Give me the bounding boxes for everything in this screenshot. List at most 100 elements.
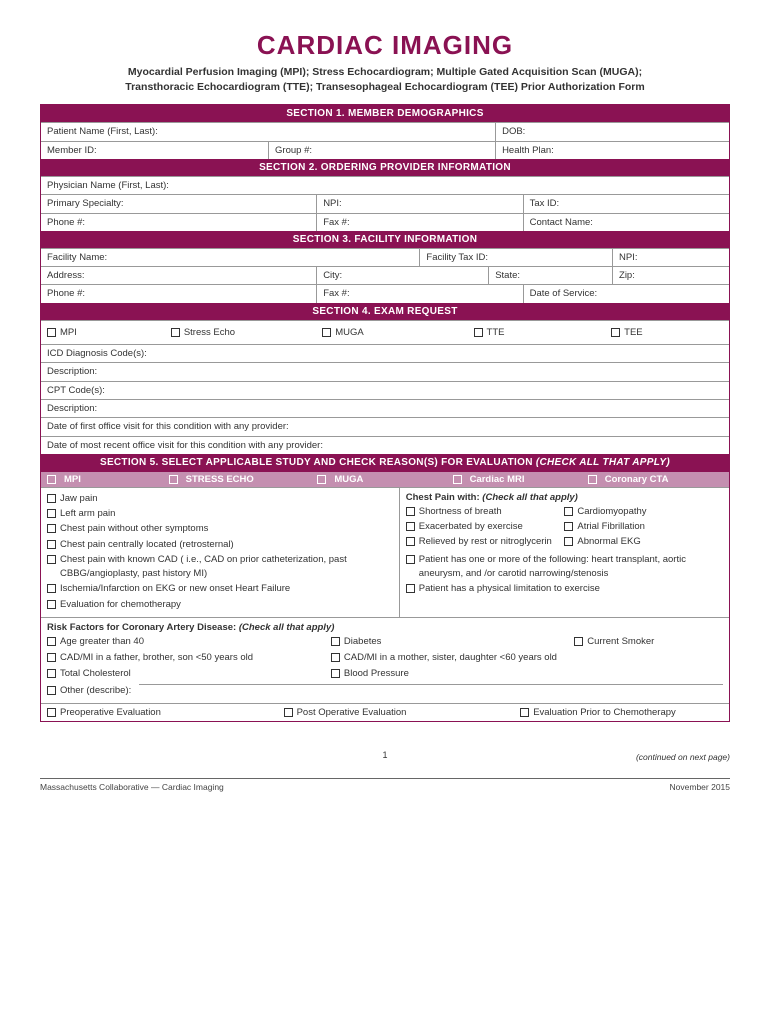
checkbox-muga[interactable]	[322, 328, 331, 337]
label-postop: Post Operative Evaluation	[297, 707, 407, 718]
field-zip[interactable]: Zip:	[612, 267, 729, 284]
field-cpt[interactable]: CPT Code(s):	[41, 382, 729, 399]
field-health-plan[interactable]: Health Plan:	[495, 142, 729, 159]
checkbox-cholesterol[interactable]	[47, 669, 56, 678]
label-diabetes: Diabetes	[344, 635, 382, 649]
field-tax-id[interactable]: Tax ID:	[523, 195, 729, 212]
field-facility-tax[interactable]: Facility Tax ID:	[419, 249, 612, 266]
checkbox-exercise[interactable]	[406, 522, 415, 531]
field-dob[interactable]: DOB:	[495, 123, 729, 140]
section5-header-text: SECTION 5. SELECT APPLICABLE STUDY AND C…	[100, 457, 533, 468]
label-cad-mother: CAD/MI in a mother, sister, daughter <60…	[344, 651, 557, 665]
label-left-arm: Left arm pain	[60, 507, 115, 521]
checkbox-transplant[interactable]	[406, 555, 415, 564]
checkbox-study-mpi[interactable]	[47, 475, 56, 484]
form-container: SECTION 1. MEMBER DEMOGRAPHICS Patient N…	[40, 104, 730, 721]
field-facility-npi[interactable]: NPI:	[612, 249, 729, 266]
label-afib: Atrial Fibrillation	[577, 520, 645, 534]
label-chemo-eval: Evaluation for chemotherapy	[60, 598, 181, 612]
bottom-evaluation-row: Preoperative Evaluation Post Operative E…	[41, 703, 729, 721]
checkbox-study-stress[interactable]	[169, 475, 178, 484]
label-cp-retrosternal: Chest pain centrally located (retrostern…	[60, 538, 234, 552]
checkbox-afib[interactable]	[564, 522, 573, 531]
checkbox-study-cta[interactable]	[588, 475, 597, 484]
checkbox-preop[interactable]	[47, 708, 56, 717]
checkbox-chemo-eval[interactable]	[47, 600, 56, 609]
section1-header: SECTION 1. MEMBER DEMOGRAPHICS	[41, 105, 729, 122]
section4-header: SECTION 4. EXAM REQUEST	[41, 303, 729, 320]
checkbox-diabetes[interactable]	[331, 637, 340, 646]
checkbox-other[interactable]	[47, 686, 56, 695]
checkbox-cp-cad[interactable]	[47, 555, 56, 564]
checkbox-mpi[interactable]	[47, 328, 56, 337]
checkbox-stress-echo[interactable]	[171, 328, 180, 337]
field-phone[interactable]: Phone #:	[41, 214, 316, 231]
checkbox-prior-chemo[interactable]	[520, 708, 529, 717]
field-recent-visit[interactable]: Date of most recent office visit for thi…	[41, 437, 729, 454]
risk-header-italic: (Check all that apply)	[239, 622, 335, 633]
field-state[interactable]: State:	[488, 267, 612, 284]
chest-pain-italic: (Check all that apply)	[482, 492, 578, 503]
field-address[interactable]: Address:	[41, 267, 316, 284]
checkbox-postop[interactable]	[284, 708, 293, 717]
field-patient-name[interactable]: Patient Name (First, Last):	[41, 123, 495, 140]
section2-header: SECTION 2. ORDERING PROVIDER INFORMATION	[41, 159, 729, 176]
field-other-describe[interactable]	[139, 684, 723, 685]
checkbox-left-arm[interactable]	[47, 509, 56, 518]
label-study-mpi: MPI	[64, 474, 81, 485]
field-facility-fax[interactable]: Fax #:	[316, 285, 522, 302]
label-exercise: Exacerbated by exercise	[419, 520, 523, 534]
label-preop: Preoperative Evaluation	[60, 707, 161, 718]
checkbox-rest[interactable]	[406, 537, 415, 546]
field-specialty[interactable]: Primary Specialty:	[41, 195, 316, 212]
checkbox-cad-father[interactable]	[47, 653, 56, 662]
label-cholesterol: Total Cholesterol	[60, 667, 131, 681]
page-subtitle: Myocardial Perfusion Imaging (MPI); Stre…	[40, 65, 730, 94]
continued-label: (continued on next page)	[502, 752, 730, 762]
field-first-visit[interactable]: Date of first office visit for this cond…	[41, 418, 729, 435]
checkbox-limitation[interactable]	[406, 584, 415, 593]
footer-right: November 2015	[670, 782, 730, 792]
checkbox-cp-no-symptoms[interactable]	[47, 524, 56, 533]
risk-header: Risk Factors for Coronary Artery Disease…	[47, 622, 236, 633]
checkbox-study-muga[interactable]	[317, 475, 326, 484]
field-desc2[interactable]: Description:	[41, 400, 729, 417]
field-physician-name[interactable]: Physician Name (First, Last):	[41, 177, 729, 194]
field-dos[interactable]: Date of Service:	[523, 285, 729, 302]
checkbox-cp-retrosternal[interactable]	[47, 540, 56, 549]
subtitle-line1: Myocardial Perfusion Imaging (MPI); Stre…	[128, 66, 642, 78]
label-smoker: Current Smoker	[587, 635, 654, 649]
field-desc1[interactable]: Description:	[41, 363, 729, 380]
field-city[interactable]: City:	[316, 267, 488, 284]
checkbox-study-mri[interactable]	[453, 475, 462, 484]
label-age40: Age greater than 40	[60, 635, 144, 649]
field-group[interactable]: Group #:	[268, 142, 495, 159]
risk-factors-section: Risk Factors for Coronary Artery Disease…	[41, 617, 729, 703]
checkbox-cad-mother[interactable]	[331, 653, 340, 662]
field-fax[interactable]: Fax #:	[316, 214, 522, 231]
checkbox-ekg[interactable]	[564, 537, 573, 546]
checkbox-age40[interactable]	[47, 637, 56, 646]
section5-right-col: Chest Pain with: (Check all that apply) …	[399, 488, 729, 617]
page-number: 1	[271, 750, 499, 760]
label-bp: Blood Pressure	[344, 667, 409, 681]
field-contact[interactable]: Contact Name:	[523, 214, 729, 231]
checkbox-sob[interactable]	[406, 507, 415, 516]
section5-studies: MPI STRESS ECHO MUGA Cardiac MRI Coronar…	[41, 471, 729, 487]
field-facility-phone[interactable]: Phone #:	[41, 285, 316, 302]
field-icd[interactable]: ICD Diagnosis Code(s):	[41, 345, 729, 362]
checkbox-jaw-pain[interactable]	[47, 494, 56, 503]
checkbox-smoker[interactable]	[574, 637, 583, 646]
label-tte: TTE	[487, 327, 505, 338]
field-facility-name[interactable]: Facility Name:	[41, 249, 419, 266]
checkbox-tte[interactable]	[474, 328, 483, 337]
field-member-id[interactable]: Member ID:	[41, 142, 268, 159]
field-npi[interactable]: NPI:	[316, 195, 522, 212]
footer-left: Massachusetts Collaborative — Cardiac Im…	[40, 782, 224, 792]
checkbox-cardiomyopathy[interactable]	[564, 507, 573, 516]
page-footer: Massachusetts Collaborative — Cardiac Im…	[40, 778, 730, 792]
checkbox-bp[interactable]	[331, 669, 340, 678]
label-other: Other (describe):	[60, 684, 131, 698]
checkbox-tee[interactable]	[611, 328, 620, 337]
checkbox-ischemia[interactable]	[47, 584, 56, 593]
